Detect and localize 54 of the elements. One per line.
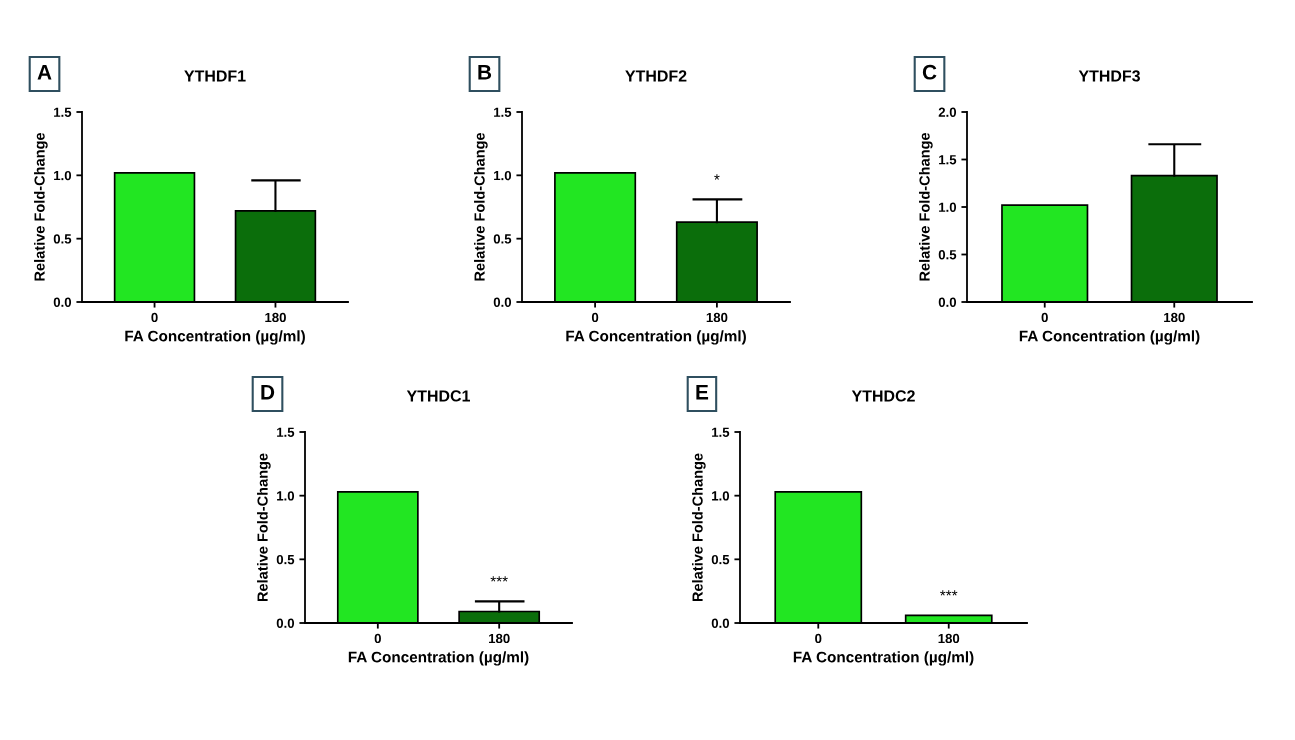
annotation: *** <box>490 576 508 582</box>
y-tick-label: 1.0 <box>494 170 512 181</box>
y-axis-title: Relative Fold-Change <box>34 132 48 281</box>
y-tick-label: 1.5 <box>54 107 72 117</box>
y-tick-label: 0.0 <box>53 297 72 307</box>
y-axis-title: Relative Fold-Change <box>692 453 706 602</box>
x-axis-title: FA Concentration (µg/ml) <box>793 651 974 666</box>
y-tick-label: 1.5 <box>277 427 295 437</box>
y-tick-label: 2.0 <box>938 107 957 117</box>
chart-title: YTHDF3 <box>1078 70 1140 82</box>
text: B <box>478 65 492 80</box>
x-tick-label: 0 <box>374 633 381 644</box>
y-tick-label: 0.0 <box>493 297 512 307</box>
chart-title: YTHDF1 <box>184 70 246 82</box>
y-tick-label: 0.0 <box>711 618 730 628</box>
y-tick-label: 1.0 <box>712 491 730 501</box>
x-tick-label: 180 <box>265 312 286 323</box>
y-tick-label: 0.0 <box>276 618 295 628</box>
chart-title: YTHDF2 <box>625 70 687 82</box>
x-axis-title: FA Concentration (µg/ml) <box>125 330 305 345</box>
x-tick-label: 180 <box>706 312 728 323</box>
x-tick-label: 0 <box>1041 312 1048 323</box>
y-axis-title: Relative Fold-Change <box>474 132 488 281</box>
text: E <box>696 385 709 400</box>
y-axis-title: Relative Fold-Change <box>257 453 271 602</box>
text: D <box>261 385 275 400</box>
x-tick-label: 180 <box>489 633 510 644</box>
y-tick-label: 0.5 <box>276 554 295 565</box>
y-tick-label: 0.5 <box>53 234 72 244</box>
chart-title: YTHDC1 <box>406 390 470 402</box>
x-axis-title: FA Concentration (µg/ml) <box>348 651 529 666</box>
y-tick-label: 0.5 <box>938 250 957 260</box>
y-tick-label: 0.5 <box>711 554 730 565</box>
y-tick-label: 1.0 <box>54 170 72 181</box>
x-tick-label: 0 <box>151 312 158 323</box>
y-axis-title: Relative Fold-Change <box>919 132 933 281</box>
x-tick-label: 0 <box>591 312 599 323</box>
y-tick-label: 0.0 <box>938 297 957 307</box>
text: A <box>37 65 52 80</box>
x-axis-title: FA Concentration (µg/ml) <box>566 330 746 345</box>
x-tick-label: 180 <box>1164 312 1185 323</box>
y-tick-label: 0.5 <box>493 234 512 244</box>
y-tick-label: 1.0 <box>939 202 957 212</box>
x-tick-label: 0 <box>815 633 822 644</box>
text: C <box>922 64 937 80</box>
y-tick-label: 1.5 <box>494 107 512 117</box>
x-tick-label: 180 <box>938 633 960 644</box>
annotation: *** <box>940 590 958 596</box>
annotation: * <box>714 174 720 180</box>
y-tick-label: 1.5 <box>712 427 730 437</box>
y-tick-label: 1.5 <box>939 155 957 165</box>
x-axis-title: FA Concentration (µg/ml) <box>1019 330 1200 345</box>
y-tick-label: 1.0 <box>277 491 295 501</box>
chart-title: YTHDC2 <box>851 390 915 402</box>
